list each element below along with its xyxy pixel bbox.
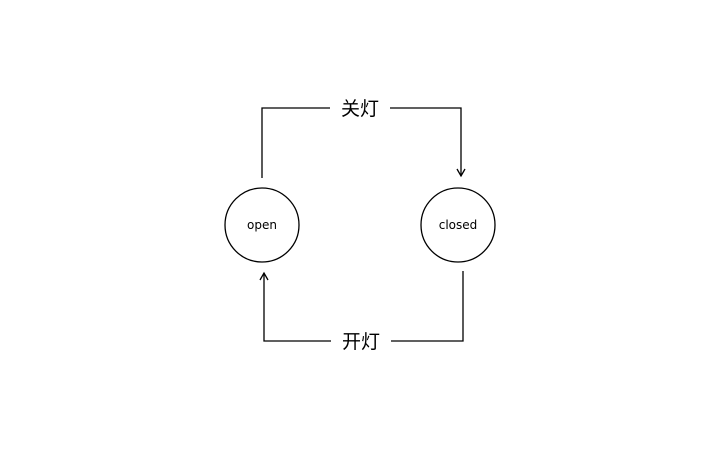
state-circle-open [224,187,300,263]
arrow-head-up [259,271,269,281]
transition-label-open-to-closed: 关灯 [341,98,379,120]
state-label-open: open [247,218,277,232]
transition-closed-to-open: 开灯 [259,271,464,353]
edge-line-top-right [390,107,462,176]
state-open: open [224,187,300,263]
transition-open-to-closed: 关灯 [261,98,466,178]
state-label-closed: closed [439,218,478,232]
edge-line-bottom-left [263,273,331,342]
transition-label-closed-to-open: 开灯 [342,331,380,353]
state-closed: closed [420,187,496,263]
edge-line-bottom-right [391,271,464,342]
state-circle-closed [420,187,496,263]
arrow-head-down [456,168,466,178]
edge-line-top-left [261,107,330,178]
